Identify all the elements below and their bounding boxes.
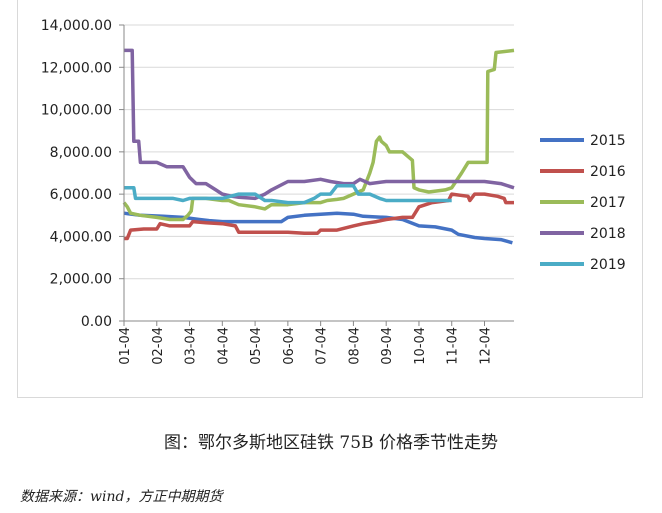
chart-gridlines	[124, 24, 514, 280]
x-tick-label: 07-04	[315, 327, 330, 365]
x-tick-label: 01-04	[118, 327, 133, 365]
y-tick-label: 14,000.00	[41, 18, 112, 34]
y-tick-label: 2,000.00	[50, 272, 112, 288]
x-tick-label: 12-04	[479, 327, 494, 365]
x-axis-tick-labels: 01-04 02-04 03-04 04-04 05-04 06-04 07-04 08-04…	[118, 327, 494, 365]
chart-series-lines	[122, 48, 515, 245]
y-tick-label: 4,000.00	[50, 229, 112, 245]
y-tick-label: 12,000.00	[41, 60, 112, 76]
legend-label-2016: 2016	[590, 164, 626, 180]
chart-axes	[119, 24, 514, 326]
chart-legend: 2015 2016 2017 2018 2019	[540, 133, 626, 273]
y-axis-tick-labels: 0.00 2,000.00 4,000.00 6,000.00 8,000.00 10,0…	[41, 18, 112, 330]
legend-label-2019: 2019	[590, 257, 626, 273]
y-tick-label: 10,000.00	[41, 103, 112, 119]
y-tick-label: 0.00	[81, 314, 112, 330]
x-tick-label: 08-04	[347, 327, 362, 365]
legend-label-2017: 2017	[590, 195, 626, 211]
source-note: 数据来源：wind，方正中期期货	[20, 489, 223, 505]
series-line-2016	[124, 192, 514, 241]
legend-label-2015: 2015	[590, 133, 626, 149]
legend-label-2018: 2018	[590, 226, 626, 242]
x-tick-label: 06-04	[282, 327, 297, 365]
series-line-2018	[124, 48, 515, 201]
x-tick-label: 10-04	[413, 327, 428, 365]
series-line-2015	[123, 211, 513, 245]
series-line-2019	[124, 183, 452, 205]
x-tick-label: 11-04	[446, 327, 461, 365]
x-tick-label: 03-04	[184, 327, 199, 365]
x-tick-label: 05-04	[249, 327, 264, 365]
x-tick-label: 09-04	[380, 327, 395, 365]
y-tick-label: 6,000.00	[50, 187, 112, 203]
line-chart: 0.00 2,000.00 4,000.00 6,000.00 8,000.00 10,0…	[41, 18, 626, 365]
chart-frame	[17, 0, 643, 398]
x-tick-label: 04-04	[216, 327, 231, 365]
chart-caption: 图：鄂尔多斯地区硅铁 75B 价格季节性走势	[164, 433, 498, 453]
y-tick-label: 8,000.00	[50, 145, 112, 161]
x-tick-label: 02-04	[151, 327, 166, 365]
